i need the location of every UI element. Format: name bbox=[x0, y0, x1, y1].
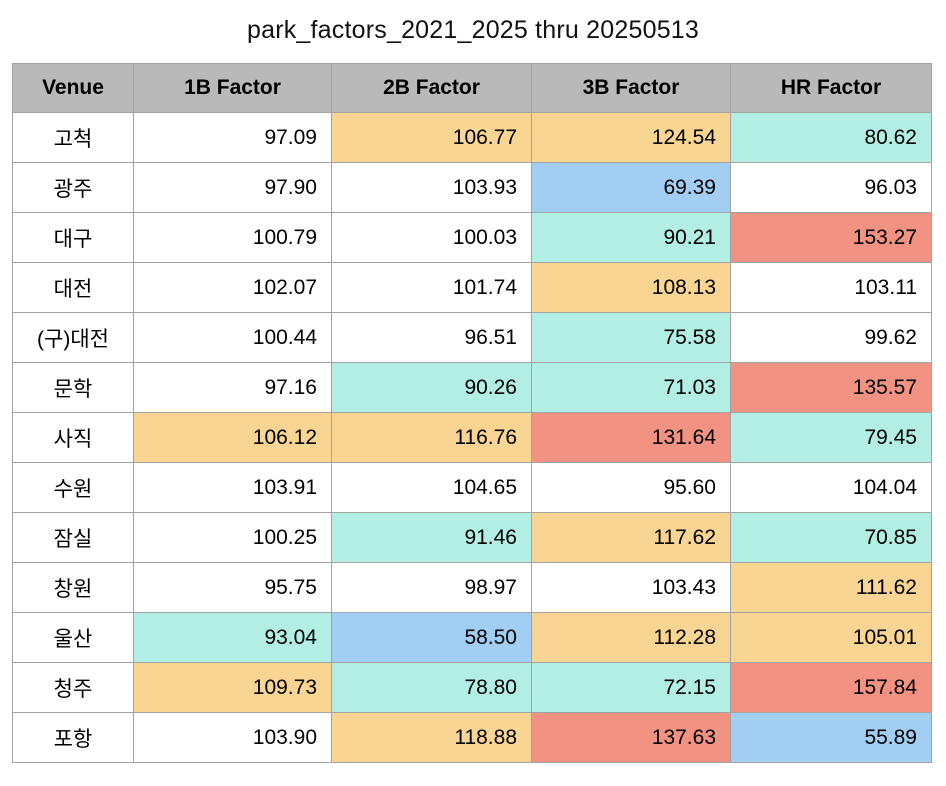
factor-cell: 69.39 bbox=[531, 162, 731, 213]
venue-cell: (구)대전 bbox=[12, 312, 134, 363]
column-header-3b-factor: 3B Factor bbox=[531, 63, 731, 113]
venue-cell: 문학 bbox=[12, 362, 134, 413]
table-row: 창원 95.75 98.97 103.43 111.62 bbox=[12, 562, 932, 613]
table-row: 대전 102.07 101.74 108.13 103.11 bbox=[12, 262, 932, 313]
column-header-2b-factor: 2B Factor bbox=[331, 63, 532, 113]
venue-cell: 울산 bbox=[12, 612, 134, 663]
table-row: 사직 106.12 116.76 131.64 79.45 bbox=[12, 412, 932, 463]
factor-cell: 104.65 bbox=[331, 462, 532, 513]
factor-cell: 93.04 bbox=[133, 612, 332, 663]
column-header-venue: Venue bbox=[12, 63, 134, 113]
column-header-hr-factor: HR Factor bbox=[730, 63, 932, 113]
factor-cell: 95.75 bbox=[133, 562, 332, 613]
factor-cell: 91.46 bbox=[331, 512, 532, 563]
factor-cell: 75.58 bbox=[531, 312, 731, 363]
factor-cell: 71.03 bbox=[531, 362, 731, 413]
factor-cell: 102.07 bbox=[133, 262, 332, 313]
factor-cell: 70.85 bbox=[730, 512, 932, 563]
factor-cell: 124.54 bbox=[531, 112, 731, 163]
table-row: 고척 97.09 106.77 124.54 80.62 bbox=[12, 112, 932, 163]
venue-cell: 대전 bbox=[12, 262, 134, 313]
factor-cell: 96.03 bbox=[730, 162, 932, 213]
factor-cell: 112.28 bbox=[531, 612, 731, 663]
venue-cell: 대구 bbox=[12, 212, 134, 263]
table-row: (구)대전 100.44 96.51 75.58 99.62 bbox=[12, 312, 932, 363]
table-row: 광주 97.90 103.93 69.39 96.03 bbox=[12, 162, 932, 213]
factor-cell: 116.76 bbox=[331, 412, 532, 463]
park-factors-table: Venue 1B Factor 2B Factor 3B Factor HR F… bbox=[12, 63, 932, 763]
factor-cell: 97.90 bbox=[133, 162, 332, 213]
factor-cell: 103.93 bbox=[331, 162, 532, 213]
column-header-1b-factor: 1B Factor bbox=[133, 63, 332, 113]
factor-cell: 157.84 bbox=[730, 662, 932, 713]
factor-cell: 97.09 bbox=[133, 112, 332, 163]
factor-cell: 100.44 bbox=[133, 312, 332, 363]
factor-cell: 58.50 bbox=[331, 612, 532, 663]
factor-cell: 100.03 bbox=[331, 212, 532, 263]
factor-cell: 72.15 bbox=[531, 662, 731, 713]
factor-cell: 106.12 bbox=[133, 412, 332, 463]
factor-cell: 55.89 bbox=[730, 712, 932, 763]
factor-cell: 97.16 bbox=[133, 362, 332, 413]
factor-cell: 103.91 bbox=[133, 462, 332, 513]
venue-cell: 수원 bbox=[12, 462, 134, 513]
factor-cell: 131.64 bbox=[531, 412, 731, 463]
table-row: 대구 100.79 100.03 90.21 153.27 bbox=[12, 212, 932, 263]
factor-cell: 105.01 bbox=[730, 612, 932, 663]
factor-cell: 108.13 bbox=[531, 262, 731, 313]
factor-cell: 80.62 bbox=[730, 112, 932, 163]
factor-cell: 109.73 bbox=[133, 662, 332, 713]
factor-cell: 118.88 bbox=[331, 712, 532, 763]
factor-cell: 99.62 bbox=[730, 312, 932, 363]
factor-cell: 79.45 bbox=[730, 412, 932, 463]
factor-cell: 104.04 bbox=[730, 462, 932, 513]
factor-cell: 103.11 bbox=[730, 262, 932, 313]
table-row: 청주 109.73 78.80 72.15 157.84 bbox=[12, 662, 932, 713]
factor-cell: 90.26 bbox=[331, 362, 532, 413]
factor-cell: 100.79 bbox=[133, 212, 332, 263]
table-row: 수원 103.91 104.65 95.60 104.04 bbox=[12, 462, 932, 513]
factor-cell: 101.74 bbox=[331, 262, 532, 313]
table-body: 고척 97.09 106.77 124.54 80.62 광주 97.90 10… bbox=[12, 112, 932, 763]
table-row: 포항 103.90 118.88 137.63 55.89 bbox=[12, 712, 932, 763]
page-title: park_factors_2021_2025 thru 20250513 bbox=[247, 16, 699, 44]
factor-cell: 95.60 bbox=[531, 462, 731, 513]
venue-cell: 잠실 bbox=[12, 512, 134, 563]
factor-cell: 135.57 bbox=[730, 362, 932, 413]
factor-cell: 90.21 bbox=[531, 212, 731, 263]
factor-cell: 103.90 bbox=[133, 712, 332, 763]
venue-cell: 사직 bbox=[12, 412, 134, 463]
factor-cell: 78.80 bbox=[331, 662, 532, 713]
table-row: 문학 97.16 90.26 71.03 135.57 bbox=[12, 362, 932, 413]
factor-cell: 100.25 bbox=[133, 512, 332, 563]
table-row: 울산 93.04 58.50 112.28 105.01 bbox=[12, 612, 932, 663]
factor-cell: 153.27 bbox=[730, 212, 932, 263]
factor-cell: 117.62 bbox=[531, 512, 731, 563]
venue-cell: 광주 bbox=[12, 162, 134, 213]
factor-cell: 106.77 bbox=[331, 112, 532, 163]
table-header: Venue 1B Factor 2B Factor 3B Factor HR F… bbox=[12, 63, 932, 113]
venue-cell: 포항 bbox=[12, 712, 134, 763]
factor-cell: 137.63 bbox=[531, 712, 731, 763]
venue-cell: 청주 bbox=[12, 662, 134, 713]
venue-cell: 창원 bbox=[12, 562, 134, 613]
header-row: Venue 1B Factor 2B Factor 3B Factor HR F… bbox=[12, 63, 932, 113]
table-row: 잠실 100.25 91.46 117.62 70.85 bbox=[12, 512, 932, 563]
venue-cell: 고척 bbox=[12, 112, 134, 163]
factor-cell: 96.51 bbox=[331, 312, 532, 363]
factor-cell: 103.43 bbox=[531, 562, 731, 613]
factor-cell: 98.97 bbox=[331, 562, 532, 613]
factor-cell: 111.62 bbox=[730, 562, 932, 613]
